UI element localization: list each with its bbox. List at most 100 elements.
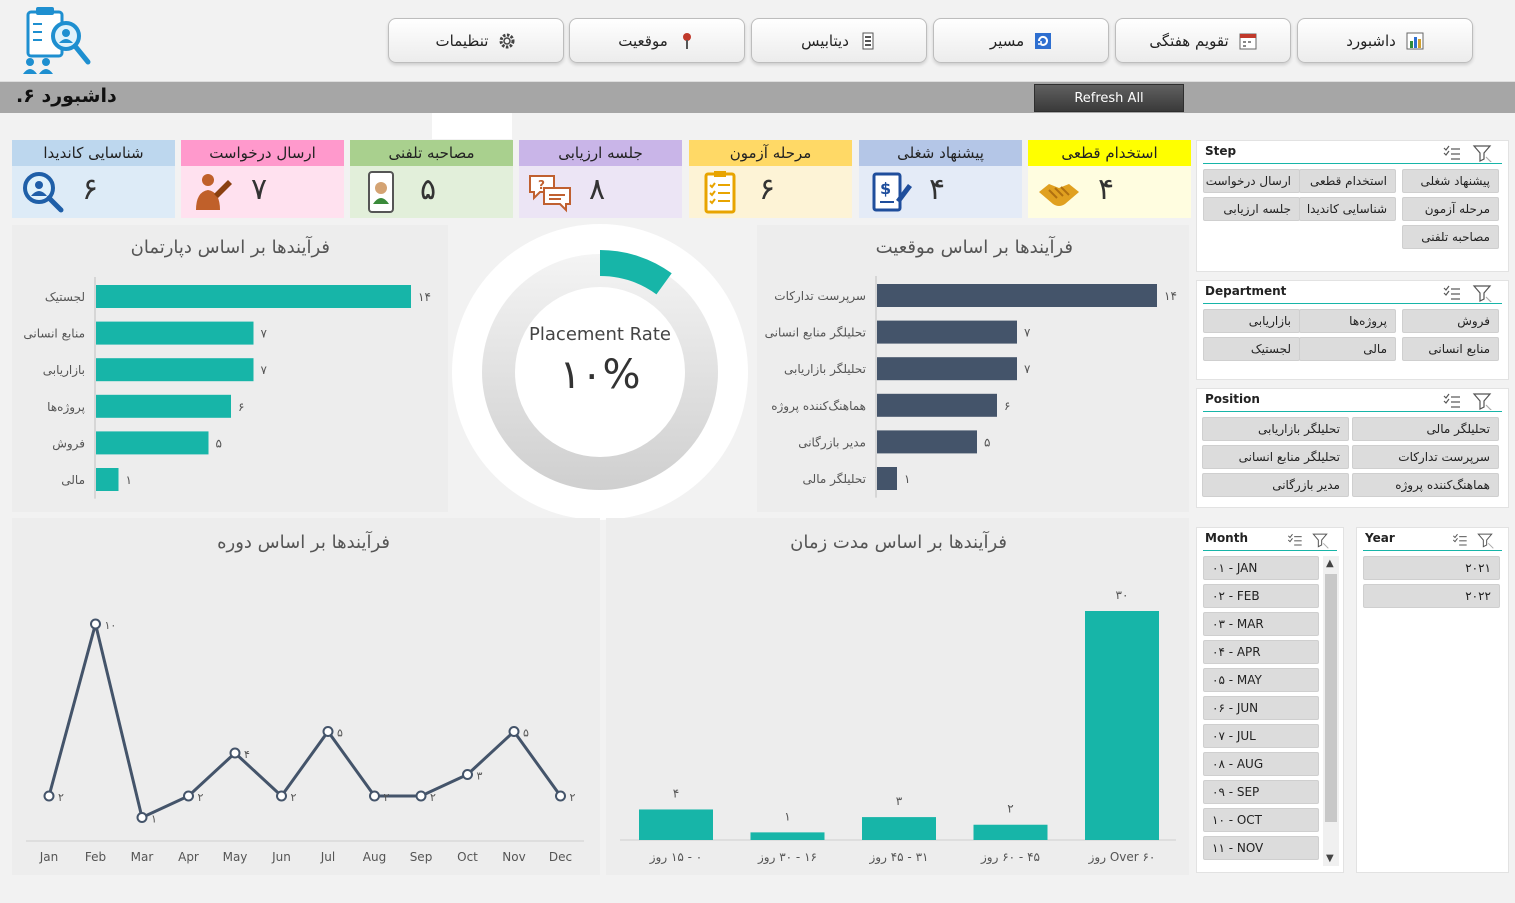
multi-select-icon[interactable]: [1440, 284, 1500, 302]
data-point[interactable]: [369, 790, 380, 802]
department-slicer: Department فروش پروژه‌ها بازاریابی منابع ان…: [1196, 280, 1509, 380]
bar[interactable]: [877, 393, 997, 417]
bar[interactable]: [877, 320, 1017, 344]
step-slicer-item[interactable]: پیشنهاد شغلی: [1402, 169, 1499, 193]
category-label: تحلیلگر منابع انسانی: [765, 326, 866, 341]
bar[interactable]: [1085, 611, 1159, 840]
year-slicer-item[interactable]: ۲۰۲۲: [1363, 584, 1500, 608]
data-point[interactable]: [229, 747, 241, 759]
data-label: ۱: [904, 472, 910, 486]
pin-icon: [682, 32, 691, 49]
month-slicer-item[interactable]: ۰۹ - SEP: [1203, 780, 1319, 804]
data-point[interactable]: [276, 790, 287, 802]
month-slicer-item[interactable]: ۰۷ - JUL: [1203, 724, 1319, 748]
month-slicer-item[interactable]: ۱۱ - NOV: [1203, 836, 1319, 860]
bar[interactable]: [862, 817, 936, 840]
step-slicer-item[interactable]: ارسال درخواست: [1203, 169, 1300, 193]
month-slicer-item[interactable]: ۱۰ - OCT: [1203, 808, 1319, 832]
month-slicer-scrollbar[interactable]: ▲ ▼: [1323, 556, 1339, 866]
x-tick-label: Oct: [457, 850, 478, 864]
data-point[interactable]: [508, 726, 520, 737]
department-slicer-item[interactable]: مالی: [1299, 337, 1396, 361]
kpi-test-stage-value: ۶: [759, 172, 776, 207]
multi-select-icon[interactable]: [1450, 531, 1500, 549]
nav-weekly-calendar-label: تقویم هفتگی: [1149, 31, 1229, 50]
step-slicer-item[interactable]: شناسایی کاندیدا: [1299, 197, 1396, 221]
step-slicer-item[interactable]: مرحله آزمون: [1402, 197, 1499, 221]
data-point[interactable]: [43, 790, 55, 802]
x-tick-label: ۴۵ - ۶۰ روز: [980, 850, 1040, 865]
bar[interactable]: [96, 431, 209, 455]
x-tick-label: Jun: [271, 850, 291, 864]
multi-select-icon[interactable]: [1440, 144, 1500, 162]
bar[interactable]: [639, 809, 713, 840]
scroll-up-icon[interactable]: ▲: [1326, 558, 1334, 569]
data-label: ۷: [261, 327, 268, 341]
step-slicer-item[interactable]: مصاحبه تلفنی: [1402, 225, 1499, 249]
department-slicer-item[interactable]: لجستیک: [1203, 337, 1300, 361]
month-slicer-item[interactable]: ۰۸ - AUG: [1203, 752, 1319, 776]
month-slicer-item[interactable]: ۰۱ - JAN: [1203, 556, 1319, 580]
data-point[interactable]: [462, 769, 473, 780]
department-slicer-item[interactable]: منابع انسانی: [1402, 337, 1499, 361]
position-slicer-item[interactable]: هماهنگ‌کننده پروژه: [1352, 473, 1499, 497]
scroll-down-icon[interactable]: ▼: [1326, 853, 1334, 864]
bar[interactable]: [877, 467, 897, 490]
department-chart-title: فرآیندها بر اساس دپارتمان: [130, 237, 330, 258]
data-point[interactable]: [555, 790, 566, 802]
data-label: ۶: [238, 400, 244, 414]
year-slicer-item[interactable]: ۲۰۲۱: [1363, 556, 1500, 580]
nav-weekly-calendar-button[interactable]: تقویم هفتگی: [1115, 18, 1291, 63]
bar[interactable]: [96, 468, 119, 491]
position-slicer-divider: [1203, 411, 1502, 412]
data-point[interactable]: [90, 618, 101, 630]
bar[interactable]: [973, 824, 1048, 840]
department-slicer-item[interactable]: بازاریابی: [1203, 309, 1300, 333]
bar[interactable]: [96, 358, 254, 382]
contract-icon: $: [872, 172, 912, 212]
month-slicer-item[interactable]: ۰۶ - JUN: [1203, 696, 1319, 720]
month-slicer-item[interactable]: ۰۲ - FEB: [1203, 584, 1319, 608]
month-slicer-title: Month: [1205, 531, 1249, 545]
month-scroll-thumb[interactable]: [1325, 574, 1337, 822]
step-slicer-item[interactable]: استخدام قطعی: [1299, 169, 1396, 193]
position-slicer-item[interactable]: تحلیلگر مالی: [1352, 417, 1499, 441]
department-slicer-item[interactable]: پروژه‌ها: [1299, 309, 1396, 333]
kpi-assessment-body: ۸?: [519, 166, 682, 218]
data-point[interactable]: [415, 790, 427, 802]
period-line-chart: ۲ Jan ۱۰ Feb ۱ Mar ۲ Apr ۴ May ۲ Jun ۵ Jul ۲ Aug ۲ Sep ۳ Oc…: [26, 618, 584, 864]
bar[interactable]: [877, 430, 977, 454]
step-slicer-item[interactable]: جلسه ارزیابی: [1203, 197, 1300, 221]
kpi-phone-interview-body: ۵: [350, 166, 513, 218]
position-slicer-item[interactable]: مدیر بازرگانی: [1202, 473, 1349, 497]
kpi-job-offer-card: پیشنهاد شغلی ۴ $: [859, 140, 1022, 218]
nav-database-button[interactable]: دیتابیس: [751, 18, 927, 63]
x-tick-label: Sep: [410, 850, 433, 864]
data-label: ۳: [477, 770, 483, 783]
position-slicer-item[interactable]: سرپرست تدارکات: [1352, 445, 1499, 469]
month-slicer-item[interactable]: ۰۳ - MAR: [1203, 612, 1319, 636]
bar[interactable]: [96, 394, 231, 418]
nav-settings-button[interactable]: تنظیمات: [388, 18, 564, 63]
multi-select-icon[interactable]: [1440, 392, 1500, 410]
data-point[interactable]: [322, 726, 334, 737]
nav-route-button[interactable]: مسیر: [933, 18, 1109, 63]
database-icon: [862, 32, 874, 49]
department-slicer-item[interactable]: فروش: [1402, 309, 1499, 333]
bar[interactable]: [96, 285, 411, 308]
bar[interactable]: [96, 321, 254, 345]
nav-dashboard-button[interactable]: داشبورد: [1297, 18, 1473, 63]
multi-select-icon[interactable]: [1285, 531, 1335, 549]
bar[interactable]: [877, 284, 1157, 307]
position-slicer-item[interactable]: تحلیلگر منابع انسانی: [1202, 445, 1349, 469]
nav-position-button[interactable]: موقعیت: [569, 18, 745, 63]
bar[interactable]: [750, 832, 825, 840]
refresh-all-button[interactable]: Refresh All: [1034, 84, 1184, 112]
kpi-assessment-value: ۸: [589, 172, 606, 207]
position-slicer-item[interactable]: تحلیلگر بازاریابی: [1202, 417, 1349, 441]
month-slicer-item[interactable]: ۰۴ - APR: [1203, 640, 1319, 664]
month-slicer-item[interactable]: ۰۵ - MAY: [1203, 668, 1319, 692]
bar[interactable]: [877, 357, 1017, 381]
data-point[interactable]: [136, 812, 148, 823]
data-point[interactable]: [183, 790, 194, 802]
